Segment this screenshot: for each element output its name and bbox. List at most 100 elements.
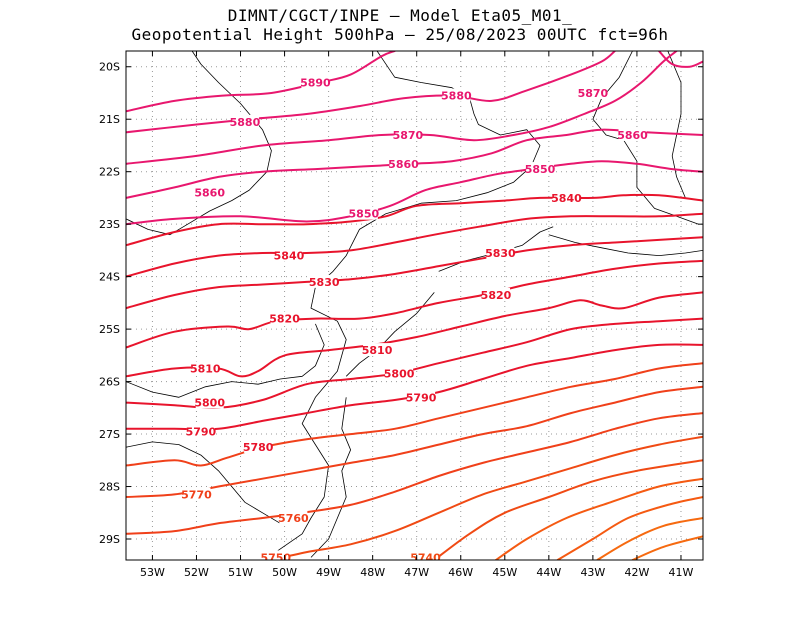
isoline-5820	[126, 236, 703, 310]
contour-label-bg-23	[182, 487, 211, 501]
isoline-5700	[596, 517, 703, 560]
contour-label-bg-18	[385, 366, 414, 380]
contour-label: 5830	[309, 276, 340, 289]
isoline-5690	[631, 535, 703, 560]
y-tick-label: 22S	[99, 166, 120, 179]
coastline-segment-6	[548, 234, 703, 256]
contour-label-bg-1	[442, 88, 471, 102]
contour-label: 5740	[410, 551, 441, 564]
contour-label-bg-25	[261, 550, 290, 560]
coastline-segment-1	[126, 51, 272, 236]
contour-label-bg-3	[230, 114, 259, 128]
x-tick-label: 42W	[624, 566, 649, 579]
contour-label: 5820	[269, 313, 300, 326]
x-tick-label: 47W	[404, 566, 429, 579]
contour-label-layer: 5890 5880 5870 5880 5870 5860 5860 5850 5860 5850…	[181, 75, 648, 564]
contour-label: 5850	[349, 208, 380, 221]
coastline-segment-2	[126, 323, 325, 398]
contour-label-bg-13	[310, 274, 339, 288]
isoline-5730	[433, 459, 703, 560]
contour-label-bg-22	[244, 440, 273, 454]
isoline-5800	[126, 291, 703, 378]
coastline-segment-8	[345, 292, 435, 377]
y-tick-label: 28S	[99, 481, 120, 494]
isoline-5710	[556, 496, 703, 560]
contour-label-bg-11	[274, 248, 303, 262]
y-tick-label: 20S	[99, 61, 120, 74]
contour-label: 5880	[441, 90, 472, 103]
contour-label-bg-14	[481, 288, 510, 302]
contour-label: 5890	[300, 76, 331, 89]
contour-label-bg-12	[486, 246, 515, 260]
contour-label: 5800	[194, 397, 225, 410]
contour-label: 5810	[190, 362, 221, 375]
contour-label: 5840	[274, 250, 305, 263]
y-tick-label: 29S	[99, 533, 120, 546]
x-tick-label: 51W	[228, 566, 253, 579]
isoline-5840	[126, 193, 703, 247]
contour-label-bg-2	[578, 85, 607, 99]
x-tick-label: 44W	[536, 566, 561, 579]
contour-label-bg-10	[552, 190, 581, 204]
isoline-5830	[126, 212, 703, 278]
isoline-5860	[126, 128, 703, 199]
contour-label: 5820	[481, 289, 512, 302]
coastline-segment-0	[262, 51, 541, 560]
contour-label-bg-24	[279, 511, 308, 525]
y-tick-label: 25S	[99, 323, 120, 336]
contour-label: 5790	[186, 425, 217, 438]
contour-label: 5860	[617, 129, 648, 142]
contour-label-bg-4	[393, 127, 422, 141]
x-tick-label: 48W	[360, 566, 385, 579]
lat-lon-grid	[126, 51, 703, 560]
isoline-layer	[126, 51, 703, 560]
map-title-line-1: DIMNT/CGCT/INPE – Model Eta05_M01_	[227, 6, 573, 25]
contour-label: 5870	[578, 87, 609, 100]
isoline-5740	[270, 435, 703, 560]
contour-label: 5810	[362, 344, 393, 357]
x-tick-label: 49W	[316, 566, 341, 579]
contour-label-bg-9	[349, 206, 378, 220]
contour-label-bg-7	[526, 162, 555, 176]
y-tick-label: 24S	[99, 271, 120, 284]
isoline-5900	[658, 51, 703, 68]
contour-label-bg-21	[186, 424, 215, 438]
contour-label: 5860	[194, 187, 225, 200]
contour-label-bg-16	[363, 343, 392, 357]
contour-label-bg-5	[618, 127, 647, 141]
contour-label: 5880	[230, 116, 261, 129]
isoline-5720	[495, 477, 703, 560]
coastline-segment-3	[126, 441, 281, 524]
x-tick-label: 46W	[448, 566, 473, 579]
contour-label: 5800	[384, 368, 415, 381]
isoline-5850	[126, 160, 703, 226]
contour-label: 5850	[525, 163, 556, 176]
contour-label-bg-0	[301, 75, 330, 89]
contour-label: 5750	[260, 551, 291, 564]
map-title-line-2: Geopotential Height 500hPa – 25/08/2023 …	[131, 25, 669, 44]
contour-label-bg-6	[389, 156, 418, 170]
isoline-5750	[126, 412, 703, 535]
coastline-segment-5	[667, 51, 686, 199]
contour-label: 5770	[181, 488, 212, 501]
contour-label-bg-20	[407, 390, 436, 404]
contour-label: 5780	[243, 441, 274, 454]
contour-label-bg-26	[411, 550, 440, 560]
x-tick-label: 53W	[140, 566, 165, 579]
isoline-5760	[126, 385, 703, 498]
isoline-5890	[126, 51, 396, 113]
isoline-5870	[126, 51, 678, 165]
plot-frame	[125, 50, 704, 561]
x-tick-label: 52W	[184, 566, 209, 579]
contour-label: 5830	[485, 247, 516, 260]
x-tick-label: 50W	[272, 566, 297, 579]
coastline-layer	[126, 51, 703, 560]
contour-label: 5860	[388, 158, 419, 171]
contour-label: 5840	[551, 192, 582, 205]
contour-label-bg-8	[195, 185, 224, 199]
axis-ticks: 53W 52W 51W 50W 49W 48W 47W 46W 45W 44W 43W 42W 41W 2…	[99, 51, 703, 579]
y-tick-label: 21S	[99, 113, 120, 126]
y-tick-label: 26S	[99, 376, 120, 389]
isoline-5770	[126, 362, 703, 467]
contour-label-bg-15	[270, 311, 299, 325]
